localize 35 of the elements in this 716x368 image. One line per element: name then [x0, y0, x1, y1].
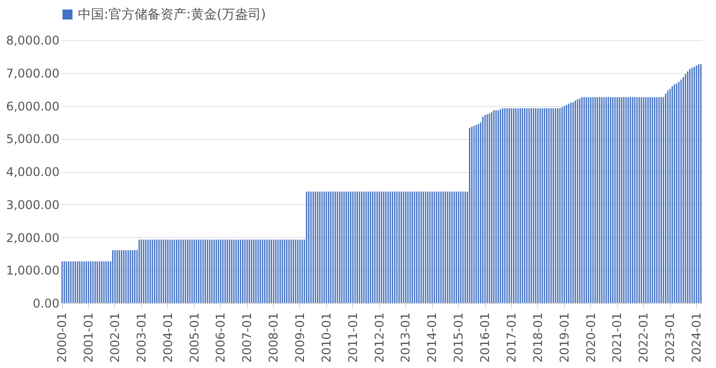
x-tick-label: 2024-01: [689, 312, 704, 363]
x-tick-label: 2004-01: [160, 312, 175, 363]
x-tick-label: 2011-01: [346, 312, 360, 363]
x-tick-label: 2000-01: [55, 312, 70, 363]
x-tick-label: 2008-01: [266, 312, 281, 363]
x-tick-label: 2001-01: [82, 312, 96, 363]
x-tick-label: 2005-01: [187, 312, 202, 363]
y-tick-label: 3,000.00: [6, 198, 60, 212]
x-tick-label: 2003-01: [134, 312, 148, 363]
x-tick-label: 2023-01: [663, 312, 678, 363]
x-tick-label: 2009-01: [293, 312, 307, 363]
y-tick-label: 1,000.00: [6, 264, 60, 278]
x-tick-label: 2007-01: [240, 312, 254, 363]
x-tick-label: 2020-01: [584, 312, 598, 363]
y-tick-label: 5,000.00: [6, 132, 60, 146]
x-tick-label: 2016-01: [478, 312, 492, 363]
y-tick-label: 7,000.00: [6, 66, 60, 80]
y-tick-label: 4,000.00: [6, 165, 60, 179]
x-tick-label: 2006-01: [214, 312, 228, 363]
x-tick-label: 2014-01: [425, 312, 440, 363]
y-tick-label: 2,000.00: [6, 230, 60, 245]
y-tick-label: 6,000.00: [6, 99, 60, 114]
x-tick-label: 2017-01: [504, 312, 518, 363]
x-tick-label: 2013-01: [398, 312, 413, 363]
x-tick-label: 2010-01: [319, 312, 334, 363]
x-tick-label: 2012-01: [372, 312, 386, 363]
legend-label: 中国:官方储备资产:黄金(万盎司): [78, 6, 266, 22]
y-tick-label: 8,000.00: [6, 34, 60, 48]
x-tick-label: 2002-01: [108, 312, 122, 363]
y-tick-label: 0.00: [32, 296, 60, 310]
x-tick-label: 2019-01: [557, 312, 572, 363]
x-tick-label: 2021-01: [610, 312, 624, 363]
x-tick-label: 2022-01: [636, 312, 651, 363]
x-tick-label: 2018-01: [530, 312, 545, 363]
x-tick-label: 2015-01: [452, 312, 466, 363]
